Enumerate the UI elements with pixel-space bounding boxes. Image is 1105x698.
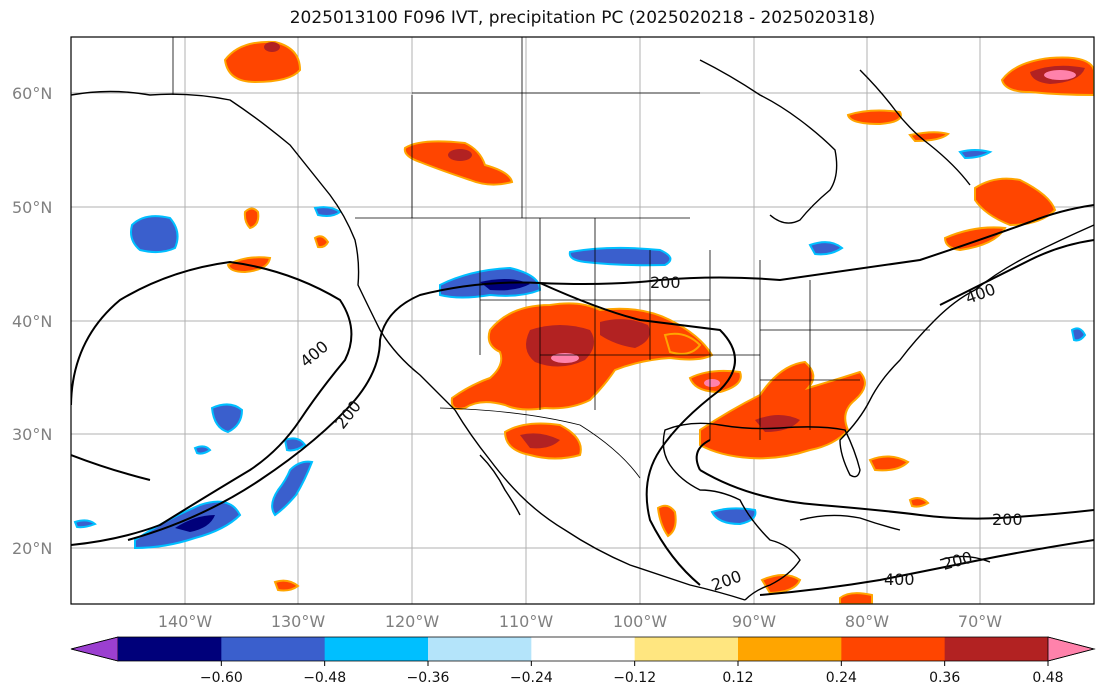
lon-tick-label: 100°W bbox=[613, 612, 668, 631]
colorbar-tick-label: −0.36 bbox=[407, 670, 450, 686]
colorbar-extend-high bbox=[1047, 636, 1096, 662]
lon-tick-label: 70°W bbox=[958, 612, 1002, 631]
political-borders bbox=[172, 37, 930, 479]
lon-tick-label: 90°W bbox=[732, 612, 776, 631]
colorbar-tick-label: −0.60 bbox=[200, 670, 243, 686]
colorbar-tick-label: −0.48 bbox=[303, 670, 346, 686]
colorbar-segment bbox=[531, 637, 636, 661]
colorbar-segment bbox=[221, 637, 326, 661]
colorbar-segment bbox=[738, 637, 842, 661]
map-frame bbox=[70, 36, 1095, 605]
lon-tick-label: 80°W bbox=[845, 612, 889, 631]
lat-tick-label: 50°N bbox=[12, 198, 52, 217]
lon-tick-label: 130°W bbox=[271, 612, 326, 631]
precipitation-anomaly-shading bbox=[73, 40, 1094, 604]
contour-label: 200 bbox=[992, 510, 1023, 529]
latitude-labels: 60°N 50°N 40°N 30°N 20°N bbox=[12, 84, 52, 558]
lon-tick-label: 120°W bbox=[385, 612, 440, 631]
colorbar-tick-label: −0.12 bbox=[613, 670, 656, 686]
colorbar-tick-label: 0.24 bbox=[826, 670, 857, 686]
lat-tick-label: 40°N bbox=[12, 312, 52, 331]
lon-tick-label: 110°W bbox=[499, 612, 554, 631]
lat-tick-label: 30°N bbox=[12, 425, 52, 444]
colorbar-segment bbox=[841, 637, 946, 661]
coastlines bbox=[71, 59, 1094, 601]
colorbar-segment bbox=[944, 637, 1049, 661]
ivt-contours bbox=[71, 204, 1094, 596]
lon-tick-label: 140°W bbox=[158, 612, 213, 631]
colorbar-tick-label: −0.24 bbox=[510, 670, 553, 686]
colorbar-tick-label: 0.12 bbox=[722, 670, 753, 686]
colorbar-segment bbox=[118, 637, 222, 661]
colorbar-segment bbox=[634, 637, 739, 661]
colorbar-tick-label: 0.36 bbox=[929, 670, 960, 686]
colorbar-outline bbox=[70, 636, 1096, 662]
colorbar-segment bbox=[428, 637, 532, 661]
colorbar-tick-labels: −0.60 −0.48 −0.36 −0.24 −0.12 0.12 0.24 0.36 0.4… bbox=[200, 661, 1064, 686]
colorbar-segment bbox=[324, 637, 429, 661]
colorbar bbox=[70, 636, 1096, 662]
colorbar-tick-label: 0.48 bbox=[1032, 670, 1063, 686]
map-title: 2025013100 F096 IVT, precipitation PC (2… bbox=[289, 8, 876, 28]
gridlines bbox=[71, 37, 1094, 604]
lat-tick-label: 60°N bbox=[12, 84, 52, 103]
longitude-labels: 140°W 130°W 120°W 110°W 100°W 90°W 80°W … bbox=[158, 612, 1002, 631]
lat-tick-label: 20°N bbox=[12, 539, 52, 558]
contour-label: 200 bbox=[650, 273, 681, 292]
colorbar-extend-low bbox=[70, 636, 119, 662]
contour-label: 400 bbox=[884, 570, 915, 589]
